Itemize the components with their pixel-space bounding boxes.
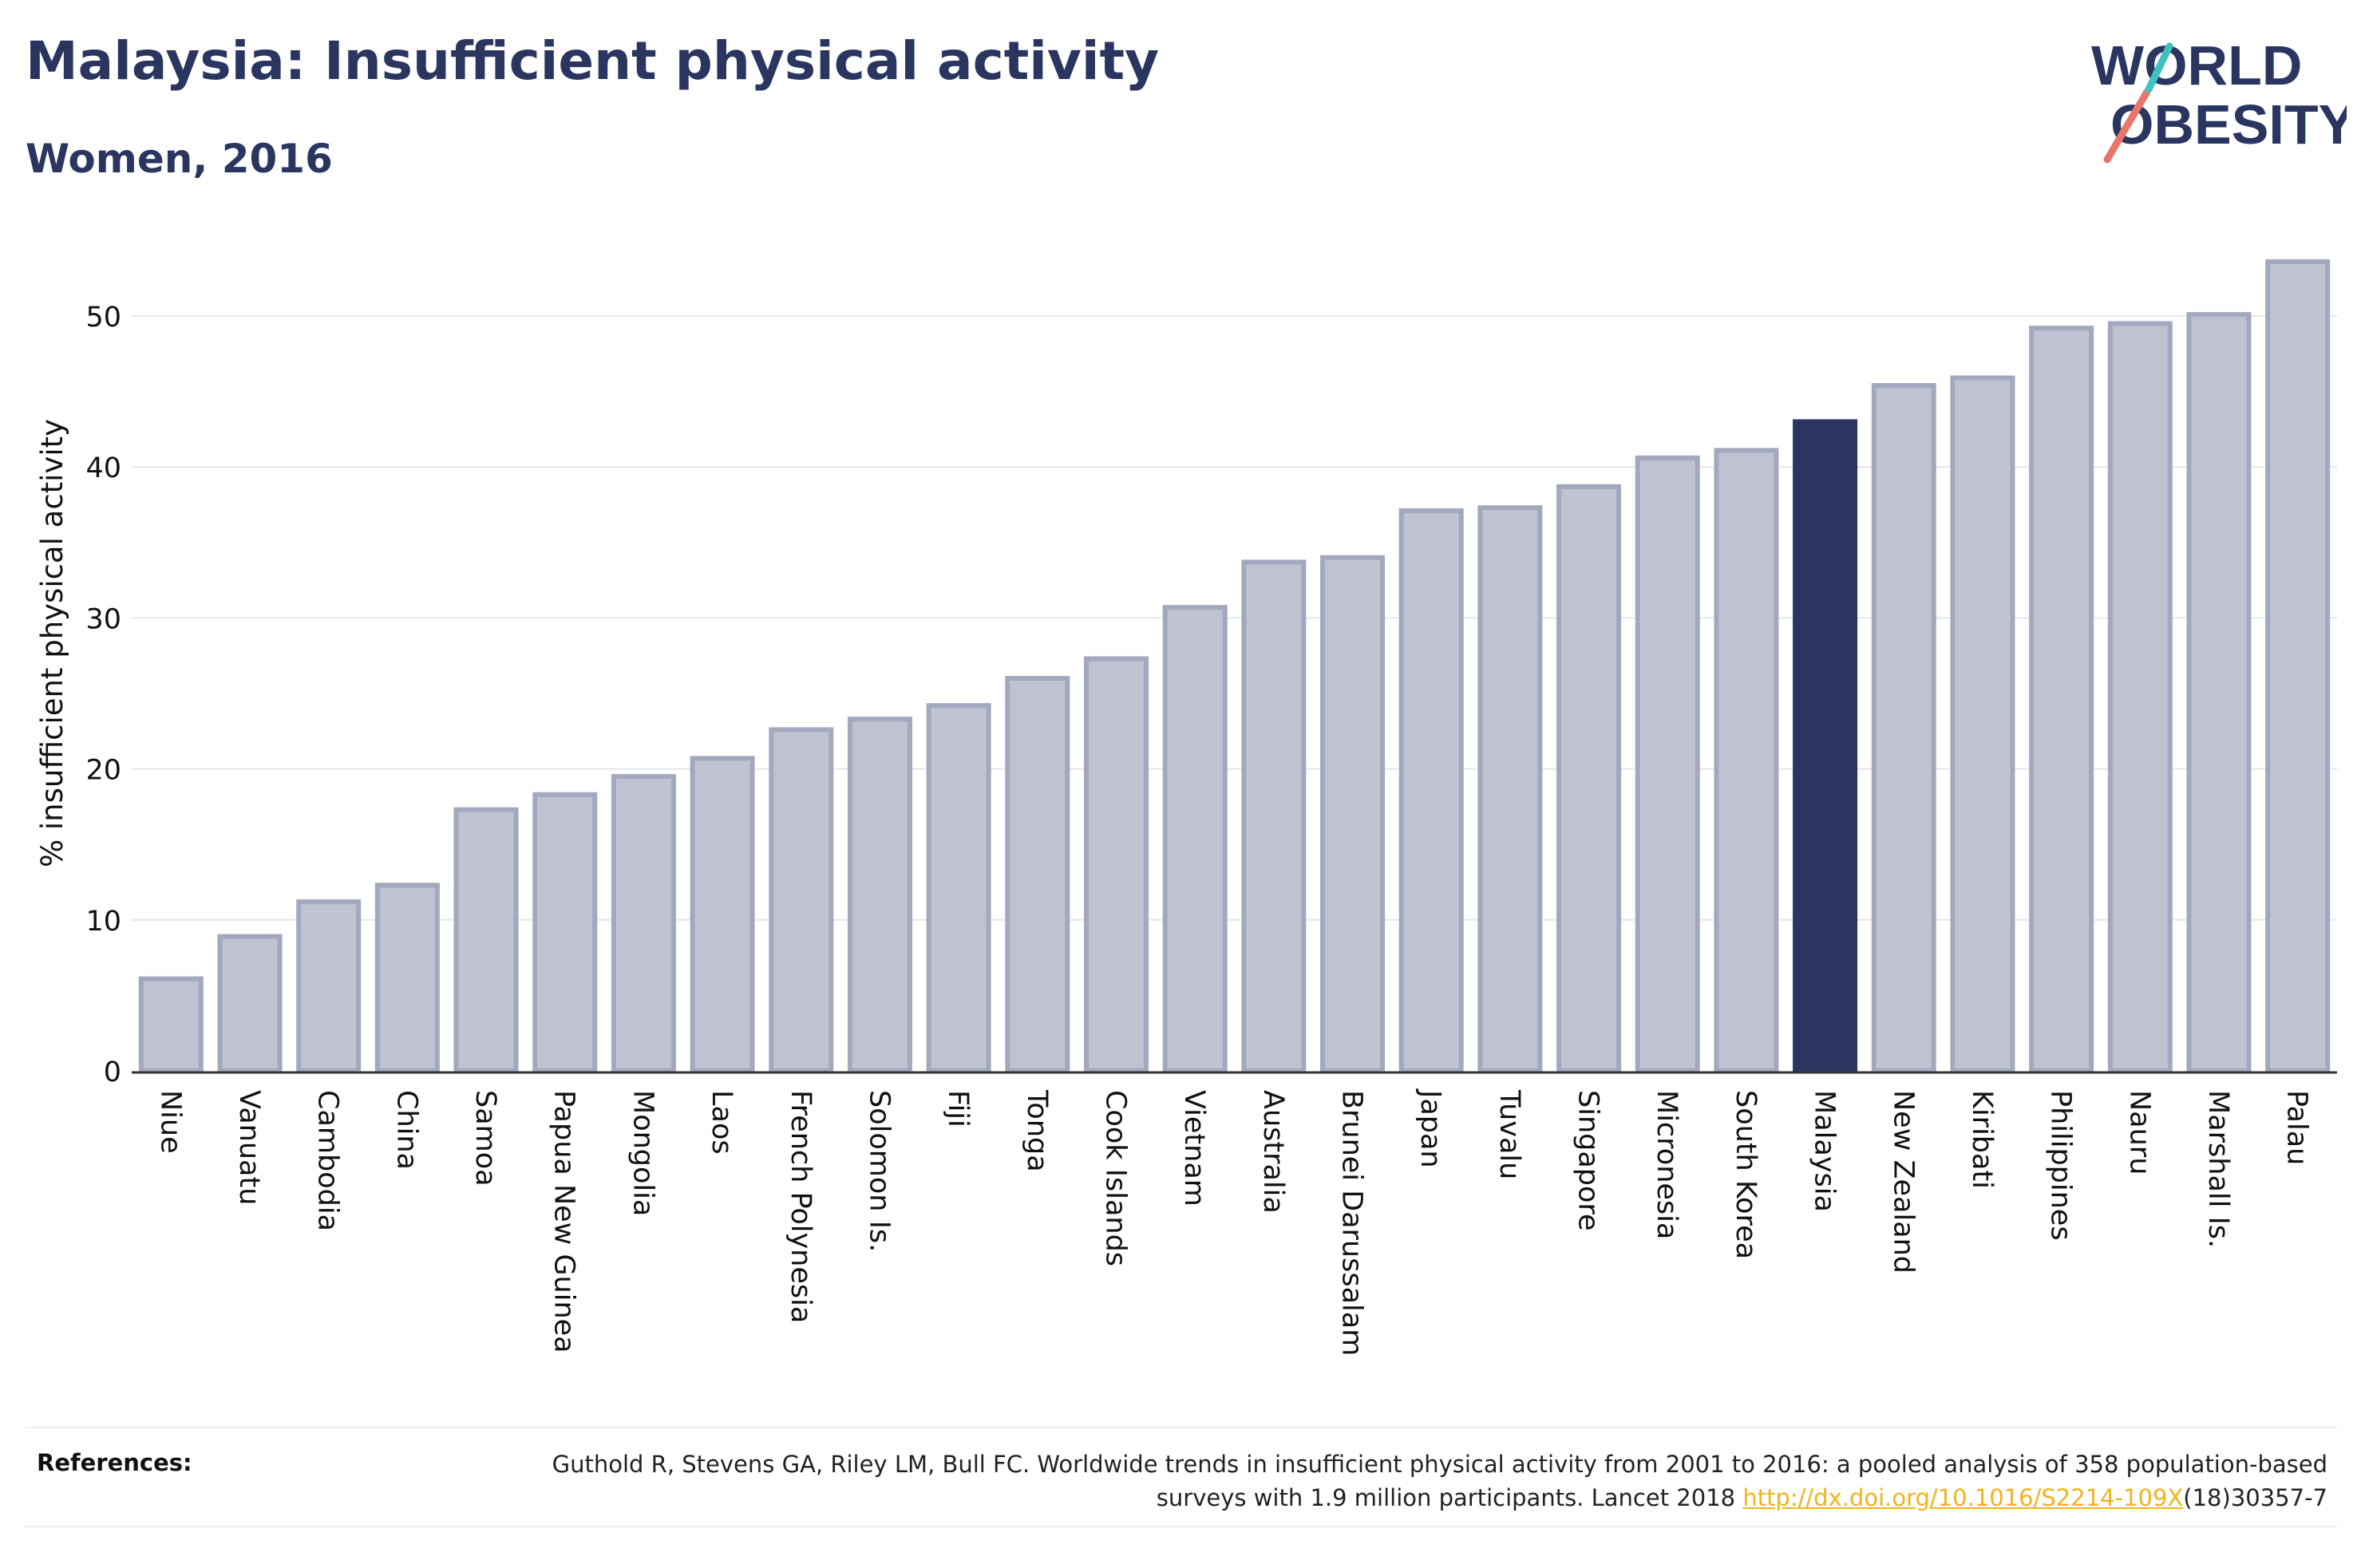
x-tick-label: Cook Islands	[1099, 1090, 1131, 1266]
bar	[2029, 326, 2094, 1073]
y-tick-label: 20	[85, 755, 121, 787]
bar	[1398, 508, 1464, 1073]
bar	[1083, 656, 1149, 1073]
bar	[1950, 375, 2015, 1073]
bar	[374, 883, 440, 1074]
x-tick-label: Brunei Darussalam	[1336, 1090, 1368, 1356]
y-axis-label: % insufficient physical activity	[35, 419, 69, 867]
bar	[1793, 419, 1858, 1073]
bar	[1635, 455, 1700, 1073]
x-tick-label: Vanuatu	[233, 1090, 265, 1205]
bar	[1714, 448, 1779, 1073]
x-tick-label: Palau	[2281, 1090, 2313, 1165]
bar	[690, 756, 755, 1074]
x-tick-label: Micronesia	[1651, 1090, 1683, 1239]
bar	[926, 703, 991, 1073]
references-text: Guthold R, Stevens GA, Riley LM, Bull FC…	[492, 1448, 2327, 1515]
bar	[769, 727, 834, 1074]
bar	[532, 792, 598, 1073]
x-tick-label: Singapore	[1572, 1090, 1604, 1231]
world-obesity-logo: WORLD OBESITY	[2091, 34, 2347, 164]
bar	[847, 717, 912, 1073]
x-tick-label: Vietnam	[1178, 1090, 1210, 1207]
y-tick-label: 40	[85, 452, 121, 484]
bar	[138, 976, 204, 1074]
y-tick-labels: 0 10 20 30 40 50	[85, 302, 121, 1088]
bar	[611, 774, 676, 1073]
x-tick-label: Japan	[1414, 1088, 1446, 1168]
reference-citation: Guthold R, Stevens GA, Riley LM, Bull FC…	[552, 1451, 2327, 1511]
x-tick-label: Tonga	[1021, 1089, 1053, 1172]
bar	[2265, 259, 2331, 1073]
x-tick-label: Kiribati	[1966, 1090, 1998, 1189]
x-tick-label: Tuvalu	[1493, 1089, 1525, 1179]
x-tick-label: Papua New Guinea	[548, 1090, 580, 1353]
bar	[1005, 676, 1070, 1074]
references-divider-top	[26, 1427, 2337, 1428]
x-tick-label: Samoa	[469, 1090, 501, 1187]
x-tick-label: Solomon Is.	[863, 1090, 895, 1252]
reference-doi-link[interactable]: http://dx.doi.org/10.1016/S2214-109X	[1742, 1484, 2184, 1511]
chart-title: Malaysia: Insufficient physical activity	[26, 30, 1160, 92]
y-tick-label: 30	[85, 603, 121, 635]
bar	[1241, 559, 1307, 1073]
references-label: References:	[37, 1449, 192, 1476]
reference-citation-suffix: (18)30357-7	[2183, 1484, 2327, 1511]
bar	[1477, 505, 1543, 1073]
bar	[2107, 321, 2173, 1073]
x-tick-label: Niue	[154, 1090, 186, 1154]
bars	[138, 259, 2331, 1074]
chart-subtitle: Women, 2016	[26, 136, 333, 182]
x-tick-label: French Polynesia	[785, 1090, 817, 1323]
x-tick-label: China	[390, 1090, 422, 1170]
logo-text-world: WORLD	[2091, 34, 2302, 97]
x-tick-label: Fiji	[942, 1090, 974, 1128]
x-tick-label: Laos	[706, 1090, 738, 1155]
bar	[1556, 484, 1622, 1073]
bar	[1871, 383, 1936, 1074]
y-tick-label: 0	[104, 1057, 121, 1088]
x-tick-label: Cambodia	[312, 1090, 344, 1231]
logo-text-obesity: OBESITY	[2110, 93, 2347, 156]
x-tick-label: Marshall Is.	[2202, 1090, 2234, 1248]
x-tick-label: New Zealand	[1887, 1090, 1919, 1274]
x-tick-labels: Niue Vanuatu Cambodia China Samoa Papua New G…	[154, 1088, 2312, 1356]
bar	[296, 899, 362, 1073]
bar	[217, 934, 283, 1074]
x-tick-label: Mongolia	[627, 1090, 658, 1216]
x-tick-label: Philippines	[2045, 1090, 2077, 1241]
x-tick-label: Nauru	[2123, 1090, 2155, 1175]
y-tick-label: 50	[85, 302, 121, 334]
references-divider-bottom	[26, 1526, 2337, 1527]
bar	[453, 807, 519, 1074]
logo-slash-teal	[2145, 42, 2173, 93]
logo-slash-coral	[2103, 88, 2151, 164]
y-tick-label: 10	[85, 906, 121, 938]
bar	[1162, 605, 1228, 1073]
x-tick-label: Australia	[1257, 1090, 1289, 1214]
x-tick-label: South Korea	[1730, 1090, 1762, 1259]
x-tick-label: Malaysia	[1809, 1090, 1841, 1212]
bar	[2186, 312, 2252, 1074]
bar	[1320, 555, 1386, 1073]
